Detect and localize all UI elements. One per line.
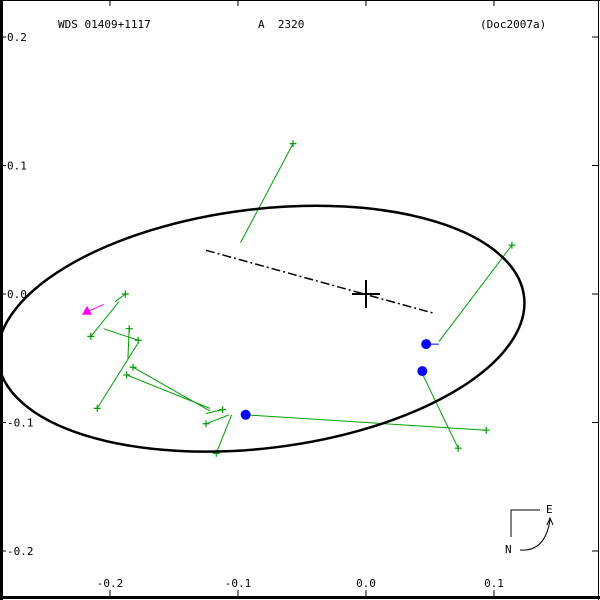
residual-line [240,143,294,243]
x-tick-label: -0.1 [225,577,252,590]
compass-rose: N E [505,503,554,556]
residual-line [438,244,513,342]
line-of-nodes [205,249,435,314]
y-tick-label: 0.2 [7,31,27,44]
primary-cross-icon [352,280,380,308]
observation-plus-marker [123,371,131,379]
compass-east-label: E [546,503,553,516]
residual-line [127,328,130,359]
observation-plus-marker [202,420,210,428]
y-tick-label: -0.1 [7,417,34,430]
blue-observation-dot [240,409,251,420]
residual-line [103,328,139,341]
compass-north-label: N [505,543,512,556]
residual-line [205,409,223,414]
observation-plus-marker [125,325,133,333]
observation-plus-marker [454,444,462,452]
x-tick-label: 0.1 [484,577,504,590]
observation-plus-marker [508,241,516,249]
residual-line [132,366,211,412]
reference-label: (Doc2007a) [480,18,546,31]
first-observation-triangle [81,303,104,315]
first-observation-line [89,303,104,312]
observation-plus-marker [121,290,129,298]
y-tick-label: 0.0 [7,288,27,301]
discoverer-label: A 2320 [258,18,304,31]
observation-plus-marker [93,404,101,412]
residual-line [420,370,459,449]
residual-line [244,414,487,431]
x-tick-label: 0.0 [356,577,376,590]
x-tick-label: -0.2 [97,577,124,590]
observation-plus-marker [87,332,95,340]
residual-line [215,414,233,454]
residual-line [205,414,230,425]
primary-star-cross [352,280,380,308]
observation-plus-marker [129,363,137,371]
observation-plus-marker [219,406,227,414]
observation-plus-marker [289,140,297,148]
blue-observation-dot [417,366,428,377]
residual-line [114,293,126,303]
nodes-dashdot-line [205,249,435,314]
y-tick-label: -0.2 [7,545,34,558]
residual-line [96,342,139,409]
y-tick-label: 0.1 [7,160,27,173]
observation-residual-lines [87,140,516,457]
residual-line [90,301,120,337]
wds-id-label: WDS 01409+1117 [58,18,151,31]
blue-observation-points [240,339,439,420]
orbit-path [0,204,526,453]
observation-plus-marker [134,336,142,344]
first-observation-triangle-icon [81,305,92,315]
axis-labels: -0.2 -0.1 0.0 0.1 0.2 0.1 0.0 -0.1 -0.2 [7,31,504,590]
observation-plus-marker [482,426,490,434]
orbit-ellipse [0,204,526,453]
blue-observation-dot [421,339,432,350]
